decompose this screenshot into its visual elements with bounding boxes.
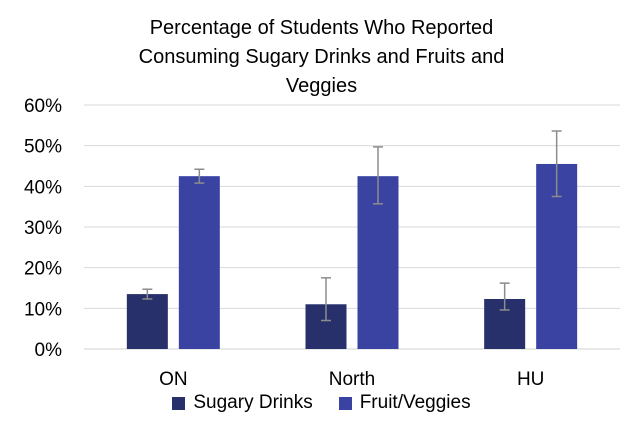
x-tick-label-north: North (329, 369, 375, 390)
legend-swatch-fruit-veggies (338, 396, 352, 410)
legend-item-fruit-veggies: Fruit/Veggies (338, 392, 471, 414)
y-tick-label: 50% (24, 137, 62, 158)
legend-label-sugary-drinks: Sugary Drinks (193, 392, 313, 413)
bar-fruit-veggies-on (178, 176, 220, 349)
legend-label-fruit-veggies: Fruit/Veggies (359, 392, 471, 413)
chart-title-line-3: Veggies (285, 75, 358, 97)
y-tick-label: 60% (24, 96, 62, 117)
y-tick-label: 10% (24, 299, 62, 320)
y-tick-label: 40% (24, 177, 62, 198)
x-tick-label-on: ON (159, 369, 188, 390)
chart-title-line-1: Percentage of Students Who Reported (149, 17, 494, 39)
legend-item-sugary-drinks: Sugary Drinks (172, 392, 313, 414)
bar-sugary-drinks-on (126, 294, 168, 349)
y-tick-label: 30% (24, 218, 62, 239)
legend: Sugary Drinks Fruit/Veggies (0, 392, 643, 414)
y-tick-label: 0% (35, 340, 63, 361)
chart-title-line-2: Consuming Sugary Drinks and Fruits and (138, 46, 505, 68)
chart-title: Percentage of Students Who Reported Cons… (0, 14, 643, 101)
y-tick-label: 20% (24, 259, 62, 280)
bar-fruit-veggies-north (357, 176, 399, 349)
x-tick-label-hu: HU (517, 369, 544, 390)
legend-swatch-sugary-drinks (172, 396, 186, 410)
